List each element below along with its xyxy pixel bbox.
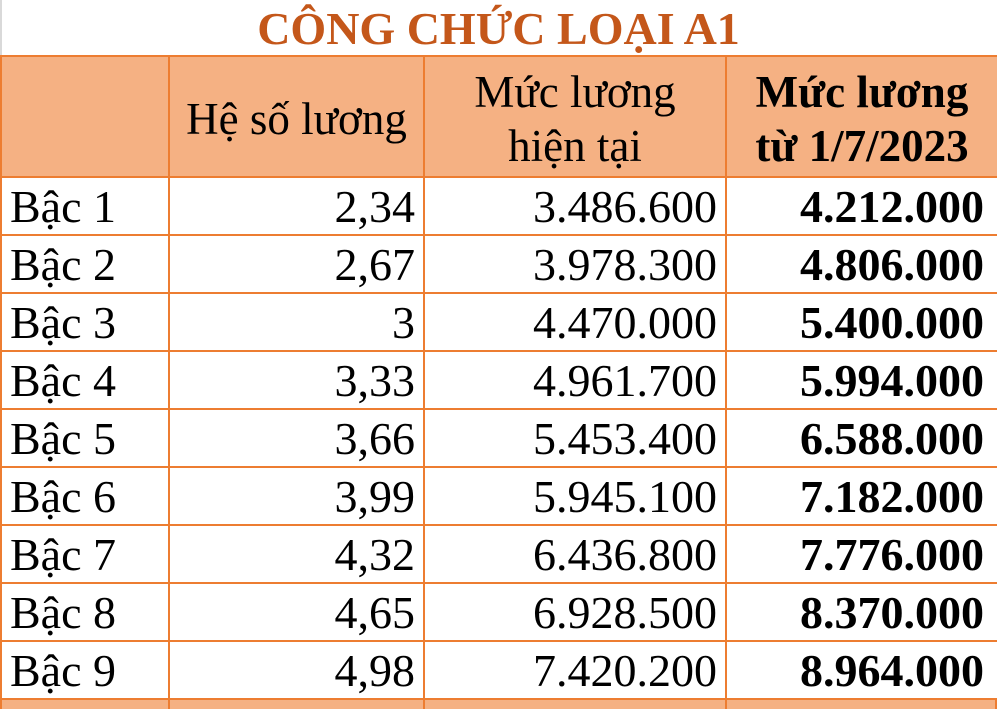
cell-current-salary: 7.420.200 bbox=[423, 640, 727, 700]
cell-coefficient: 4,98 bbox=[168, 640, 425, 700]
header-row: Hệ số lương Mức lương hiện tại Mức lương… bbox=[0, 55, 997, 178]
table-row: Bậc 9 4,98 7.420.200 8.964.000 bbox=[0, 640, 997, 700]
column-header-new-salary: Mức lương từ 1/7/2023 bbox=[725, 55, 997, 178]
table-row: Bậc 1 2,34 3.486.600 4.212.000 bbox=[0, 176, 997, 236]
cell-level-label: Bậc 6 bbox=[0, 466, 170, 526]
column-header-empty bbox=[0, 55, 170, 178]
cell-current-salary: 3.486.600 bbox=[423, 176, 727, 236]
cell-level-label: Bậc 8 bbox=[0, 582, 170, 642]
cell-current-salary: 5.453.400 bbox=[423, 408, 727, 468]
cell-new-salary: 4.212.000 bbox=[725, 176, 997, 236]
column-divider bbox=[725, 700, 727, 709]
cell-current-salary: 4.470.000 bbox=[423, 292, 727, 352]
cell-level-label: Bậc 3 bbox=[0, 292, 170, 352]
header-line: Mức lương bbox=[755, 67, 969, 118]
cell-current-salary: 3.978.300 bbox=[423, 234, 727, 294]
table-row: Bậc 2 2,67 3.978.300 4.806.000 bbox=[0, 234, 997, 294]
table-row: Bậc 8 4,65 6.928.500 8.370.000 bbox=[0, 582, 997, 642]
cell-coefficient: 4,32 bbox=[168, 524, 425, 584]
table-row: Bậc 7 4,32 6.436.800 7.776.000 bbox=[0, 524, 997, 584]
header-line: Mức lương bbox=[474, 67, 676, 118]
cell-new-salary: 8.964.000 bbox=[725, 640, 997, 700]
cell-coefficient: 2,34 bbox=[168, 176, 425, 236]
table-row: Bậc 3 3 4.470.000 5.400.000 bbox=[0, 292, 997, 352]
cell-coefficient: 4,65 bbox=[168, 582, 425, 642]
cell-coefficient: 3,66 bbox=[168, 408, 425, 468]
table-row: Bậc 6 3,99 5.945.100 7.182.000 bbox=[0, 466, 997, 526]
cell-new-salary: 4.806.000 bbox=[725, 234, 997, 294]
header-line: hiện tại bbox=[508, 120, 642, 171]
table-row: Bậc 5 3,66 5.453.400 6.588.000 bbox=[0, 408, 997, 468]
cell-new-salary: 8.370.000 bbox=[725, 582, 997, 642]
cell-level-label: Bậc 2 bbox=[0, 234, 170, 294]
column-divider bbox=[168, 700, 170, 709]
column-header-current-salary: Mức lương hiện tại bbox=[423, 55, 727, 178]
header-line: từ 1/7/2023 bbox=[755, 120, 969, 171]
title-band: CÔNG CHỨC LOẠI A1 bbox=[0, 0, 997, 55]
cell-level-label: Bậc 4 bbox=[0, 350, 170, 410]
cell-current-salary: 6.436.800 bbox=[423, 524, 727, 584]
cell-new-salary: 7.182.000 bbox=[725, 466, 997, 526]
page-title: CÔNG CHỨC LOẠI A1 bbox=[257, 2, 740, 54]
table-row: Bậc 4 3,33 4.961.700 5.994.000 bbox=[0, 350, 997, 410]
cell-new-salary: 6.588.000 bbox=[725, 408, 997, 468]
cell-coefficient: 3 bbox=[168, 292, 425, 352]
cell-new-salary: 5.400.000 bbox=[725, 292, 997, 352]
cell-coefficient: 3,33 bbox=[168, 350, 425, 410]
salary-table: Hệ số lương Mức lương hiện tại Mức lương… bbox=[0, 55, 997, 700]
cell-current-salary: 6.928.500 bbox=[423, 582, 727, 642]
cell-current-salary: 4.961.700 bbox=[423, 350, 727, 410]
cell-level-label: Bậc 1 bbox=[0, 176, 170, 236]
cell-level-label: Bậc 5 bbox=[0, 408, 170, 468]
cell-coefficient: 2,67 bbox=[168, 234, 425, 294]
cell-new-salary: 5.994.000 bbox=[725, 350, 997, 410]
cell-current-salary: 5.945.100 bbox=[423, 466, 727, 526]
cell-level-label: Bậc 9 bbox=[0, 640, 170, 700]
bottom-strip bbox=[0, 700, 997, 709]
cell-new-salary: 7.776.000 bbox=[725, 524, 997, 584]
cell-coefficient: 3,99 bbox=[168, 466, 425, 526]
column-divider bbox=[423, 700, 425, 709]
cell-level-label: Bậc 7 bbox=[0, 524, 170, 584]
column-header-coefficient: Hệ số lương bbox=[168, 55, 425, 178]
